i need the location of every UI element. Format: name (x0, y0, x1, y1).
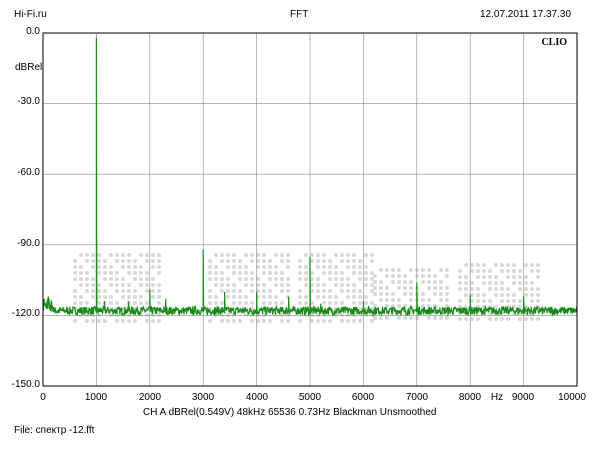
x-tick-label: 9000 (511, 392, 535, 403)
x-tick-label: 10000 (558, 392, 586, 403)
y-tick-label: -60.0 (17, 167, 40, 178)
chart-title: FFT (290, 9, 309, 20)
y-tick-label: -150.0 (11, 379, 40, 390)
spectrum-trace (42, 37, 578, 318)
header-site: Hi-Fi.ru (14, 9, 47, 20)
x-tick-label: 1000 (84, 392, 108, 403)
y-axis-label: dBRel (15, 62, 43, 73)
brand-logo: CLIO (541, 37, 567, 48)
x-tick-label: 5000 (298, 392, 322, 403)
y-tick-label: 0.0 (26, 26, 40, 37)
x-tick-label: 7000 (405, 392, 429, 403)
x-tick-label: 0 (40, 392, 46, 403)
x-tick-label: 2000 (138, 392, 162, 403)
y-tick-label: -90.0 (17, 238, 40, 249)
y-tick-label: -30.0 (17, 96, 40, 107)
header-timestamp: 12.07.2011 17.37.30 (480, 9, 572, 20)
x-tick-label: 3000 (191, 392, 215, 403)
grid (42, 32, 578, 387)
x-tick-label: 4000 (245, 392, 269, 403)
measurement-settings: CH A dBRel(0.549V) 48kHz 65536 0.73Hz Bl… (143, 407, 437, 418)
x-tick-label: 8000 (458, 392, 482, 403)
x-axis-unit-label: Hz (490, 392, 504, 403)
x-tick-label: 6000 (351, 392, 375, 403)
file-name: File: спектр -12.fft (14, 425, 95, 436)
y-tick-label: -120.0 (11, 308, 40, 319)
plot-frame (42, 32, 578, 387)
